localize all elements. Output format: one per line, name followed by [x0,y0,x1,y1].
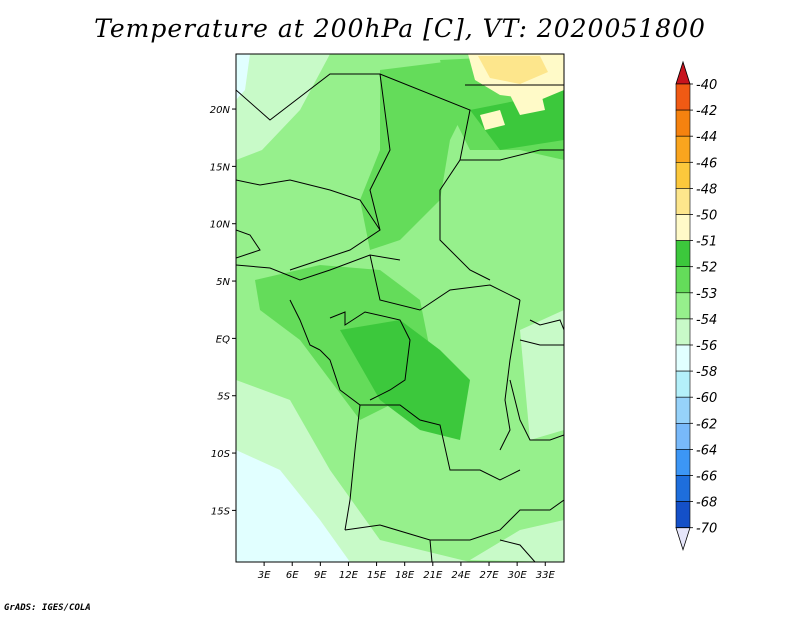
lon-label: 15E [367,570,387,581]
colorbar-segment [675,83,691,111]
colorbar-segment [675,370,691,398]
colorbar-label: -53 [696,287,717,302]
colorbar-label: -54 [696,313,717,328]
temperature-field [236,54,564,562]
colorbar-label: -64 [696,443,717,458]
colorbar-label: -52 [696,261,717,276]
lon-label: 12E [339,570,359,581]
colorbar-top-arrow [675,60,691,85]
chart-title: Temperature at 200hPa [C], VT: 202005180… [94,14,706,43]
lon-label: 30E [508,570,528,581]
colorbar-segment [675,422,691,450]
latitude-axis: 20N 15N 10N 5N EQ 5S 10S 15S [210,105,236,517]
lon-label: 6E [286,570,299,581]
colorbar-segment [675,240,691,268]
colorbar-segment [675,475,691,502]
lon-label: 33E [536,570,556,581]
colorbar-segment [675,214,691,241]
colorbar-label: -62 [696,417,717,432]
colorbar-segment [675,501,691,529]
colorbar-label: -48 [696,182,717,197]
colorbar-label: -68 [696,496,717,511]
colorbar-label: -40 [696,78,717,93]
colorbar-segment [675,396,691,424]
colorbar-label: -70 [696,522,717,537]
lon-label: 3E [258,570,271,581]
lon-label: 9E [314,570,327,581]
colorbar-segment [675,344,691,372]
lat-label: 5S [217,392,230,403]
colorbar-label: -56 [696,339,717,354]
colorbar-label: -58 [696,365,717,380]
lat-label: 5N [216,277,230,288]
lon-label: 27E [480,570,500,581]
lat-label: 15N [210,162,231,173]
lon-label: 18E [395,570,415,581]
colorbar-segment [675,318,691,346]
grads-credit: GrADS: IGES/COLA [4,603,91,613]
colorbar-label: -44 [696,130,717,145]
colorbar: -40 -42 -44 -46 -48 -50 -51 -52 -53 -54 -56 -58 -60 -… [675,60,717,552]
colorbar-label: -46 [696,156,717,171]
lon-label: 24E [451,570,471,581]
country-borders [236,73,564,562]
lat-label: 15S [211,506,231,517]
colorbar-segment [675,188,691,215]
colorbar-label: -51 [696,235,717,250]
lon-label: 21E [423,570,443,581]
colorbar-label: -42 [696,104,717,119]
lat-label: 10S [211,449,231,460]
colorbar-segment [675,449,691,476]
colorbar-segment [675,266,691,294]
colorbar-segment [675,109,691,137]
lat-label: 10N [210,220,231,231]
colorbar-segment [675,162,691,189]
colorbar-bottom-arrow [675,527,691,552]
lat-label: EQ [216,334,230,345]
longitude-axis: 3E 6E 9E 12E 15E 18E 21E 24E 27E 30E 33E [258,562,556,581]
colorbar-label: -50 [696,209,717,224]
colorbar-label: -60 [696,391,717,406]
lat-label: 20N [210,105,231,116]
map-frame [235,53,565,563]
colorbar-segment [675,292,691,320]
colorbar-label: -66 [696,470,717,485]
colorbar-segment [675,135,691,163]
